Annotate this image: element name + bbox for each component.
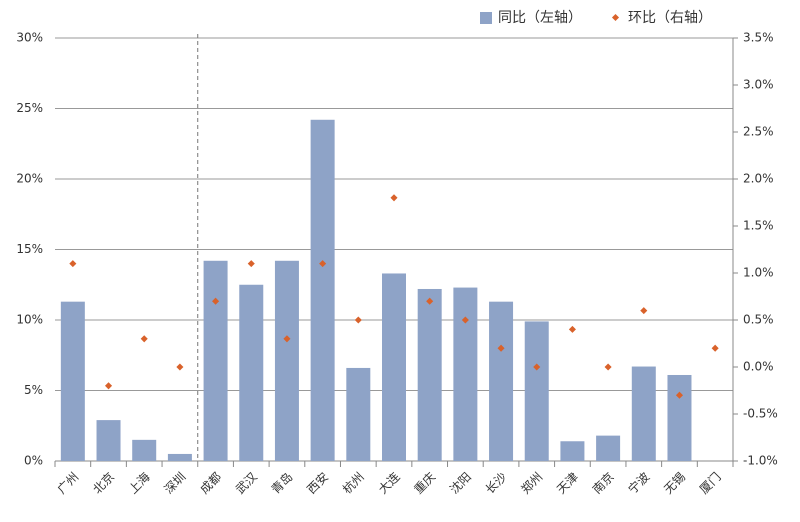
y2-tick-label: 2.0% [743, 172, 774, 186]
x-tick-label: 重庆 [411, 470, 438, 497]
legend-swatch [611, 13, 620, 22]
bar [560, 441, 585, 461]
bar [596, 435, 621, 461]
bar [524, 321, 549, 461]
y-tick-label: 5% [24, 383, 43, 397]
dot [390, 194, 398, 202]
x-tick-label: 郑州 [518, 469, 546, 497]
y2-tick-label: 0.0% [743, 360, 774, 374]
legend-swatch [480, 12, 492, 24]
y2-tick-label: 0.5% [743, 313, 774, 327]
dot [140, 335, 148, 343]
x-tick-label: 青岛 [268, 469, 296, 497]
dot [604, 363, 612, 371]
y-tick-label: 20% [16, 172, 43, 186]
x-tick-label: 武汉 [233, 470, 260, 497]
dot [69, 260, 77, 268]
y2-tick-label: 1.5% [743, 219, 774, 233]
x-tick-label: 杭州 [339, 469, 367, 497]
dot [247, 260, 255, 268]
x-tick-label: 南京 [589, 469, 617, 497]
y-tick-label: 0% [24, 454, 43, 468]
bar [239, 284, 264, 461]
bar [274, 260, 299, 461]
x-tick-label: 宁波 [625, 469, 653, 497]
x-tick-label: 成都 [197, 470, 224, 497]
dot [104, 382, 113, 390]
dot [319, 260, 327, 268]
x-tick-label: 厦门 [696, 469, 724, 497]
bar [346, 367, 371, 461]
dot [568, 325, 576, 333]
y2-tick-label: -1.0% [743, 454, 778, 468]
y2-tick-label: 3.0% [743, 78, 774, 92]
bar [203, 260, 228, 461]
x-tick-label: 沈阳 [446, 469, 474, 497]
bar [310, 119, 335, 461]
y2-tick-label: -0.5% [743, 407, 778, 421]
dot [176, 363, 184, 371]
bar [167, 453, 192, 461]
bar [631, 366, 656, 461]
dot [461, 316, 469, 324]
dot [675, 391, 684, 399]
bar [382, 273, 406, 461]
x-tick-label: 北京 [90, 470, 117, 497]
y-tick-label: 10% [16, 313, 43, 327]
bar [60, 301, 85, 461]
y-tick-label: 30% [16, 31, 43, 45]
dot [533, 363, 541, 371]
x-tick-label: 深圳 [162, 470, 189, 497]
y2-tick-label: 3.5% [743, 31, 774, 45]
y-tick-label: 15% [16, 242, 43, 256]
dot [283, 335, 291, 343]
bar [96, 420, 121, 461]
dot [354, 316, 362, 324]
bar [667, 374, 692, 461]
dot [640, 307, 648, 315]
bar [453, 287, 478, 461]
y-tick-label: 25% [16, 101, 43, 115]
x-tick-label: 无锡 [660, 469, 688, 497]
legend-label: 同比（左轴） [498, 10, 582, 26]
dot [212, 297, 220, 305]
bar [489, 301, 514, 461]
bar [132, 439, 157, 461]
x-tick-label: 天津 [554, 470, 581, 497]
dot [497, 344, 505, 352]
x-tick-label: 上海 [125, 469, 153, 497]
y2-tick-label: 2.5% [743, 125, 774, 139]
x-tick-label: 长沙 [483, 470, 510, 497]
x-tick-label: 西安 [304, 469, 332, 497]
bar [417, 288, 442, 461]
legend-label: 环比（右轴） [628, 10, 712, 26]
dot [426, 297, 434, 305]
x-tick-label: 大连 [375, 469, 403, 497]
dot [711, 344, 719, 352]
y2-tick-label: 1.0% [743, 266, 774, 280]
x-tick-label: 广州 [55, 470, 82, 497]
